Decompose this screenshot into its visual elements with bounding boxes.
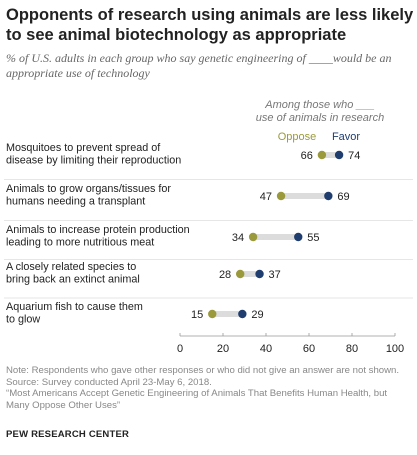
dot-plot: Among those who ___use of animals in res… [4,99,413,355]
favor-value-label: 37 [269,269,281,281]
note-line: Note: Respondents who gave other respons… [6,365,400,376]
oppose-value-label: 15 [191,309,203,321]
oppose-dot [317,150,327,160]
favor-dot [238,309,247,319]
oppose-value-label: 47 [260,191,272,203]
category-label: Animals to grow organs/tissues for [6,183,171,195]
report-title-line-cont: Many Oppose Other Uses” [6,399,121,411]
oppose-dot [236,269,245,279]
x-tick-label: 60 [303,343,315,355]
note-block: Note: Respondents who gave other respons… [6,365,416,411]
x-tick-label: 40 [260,343,272,355]
oppose-value-label: 66 [301,150,313,162]
source-line: Source: Survey conducted April 23-May 6,… [6,376,212,388]
favor-value-label: 29 [251,309,263,321]
group-header-line: use of animals in research [256,112,384,124]
report-title-line: “Most Americans Accept Genetic Engineeri… [6,388,388,399]
chart-title: Opponents of research using animals are … [6,6,414,44]
oppose-dot [248,232,258,242]
category-label: A closely related species to [6,261,136,273]
x-tick-label: 80 [346,343,358,355]
source-organization: PEW RESEARCH CENTER [6,429,130,440]
x-tick-label: 20 [217,343,229,355]
favor-value-label: 69 [337,191,349,203]
favor-value-label: 74 [348,150,360,162]
category-label: disease by limiting their reproduction [6,155,181,167]
favor-value-label: 55 [307,232,319,244]
group-header-line: Among those who ___ [264,99,374,111]
favor-dot [255,269,264,279]
legend-favor: Favor [332,131,360,143]
category-label: to glow [6,314,40,326]
category-label: humans needing a transplant [6,196,145,208]
x-tick-label: 100 [386,343,404,355]
category-label: bring back an extinct animal [6,274,140,286]
oppose-value-label: 28 [219,269,231,281]
favor-dot [324,191,333,201]
oppose-dot [208,309,217,319]
category-label: Aquarium fish to cause them [6,301,143,313]
oppose-dot [276,191,286,201]
oppose-value-label: 34 [232,232,244,244]
legend-oppose: Oppose [278,131,317,143]
x-tick-label: 0 [177,343,183,355]
category-label: Mosquitoes to prevent spread of [6,142,161,154]
category-label: Animals to increase protein production [6,224,190,236]
favor-dot [294,232,303,242]
favor-dot [334,150,344,160]
category-label: leading to more nutritious meat [6,237,154,249]
chart-subtitle: % of U.S. adults in each group who say g… [6,51,392,80]
